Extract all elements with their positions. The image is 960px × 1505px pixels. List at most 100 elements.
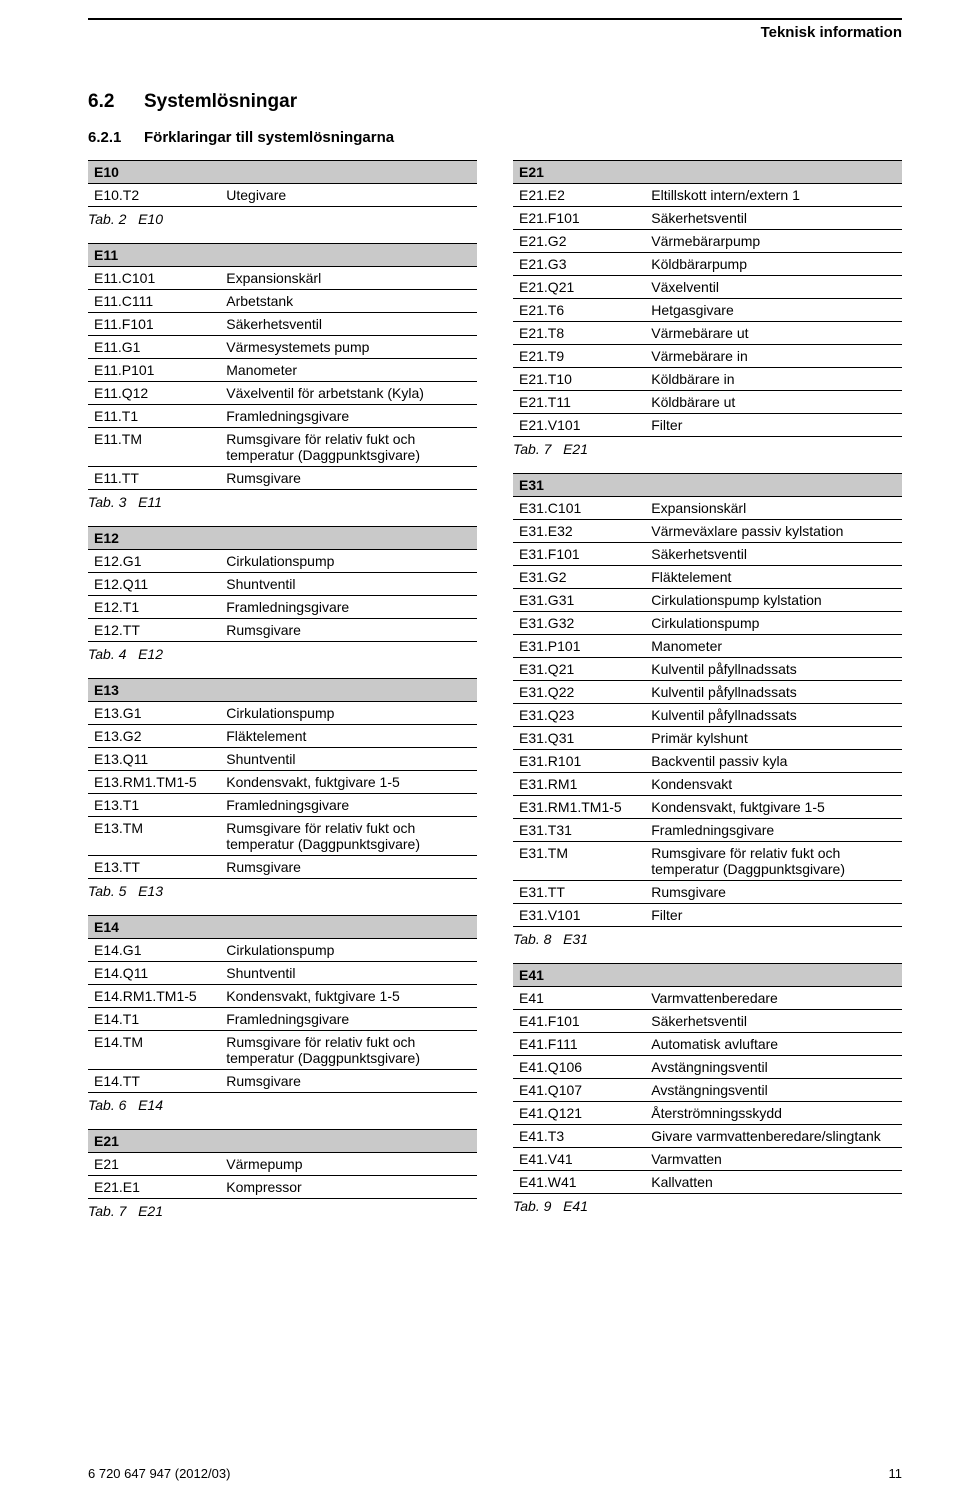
code-cell: E11.G1 bbox=[88, 336, 220, 359]
table-row: E31.TTRumsgivare bbox=[513, 881, 902, 904]
code-cell: E12.T1 bbox=[88, 596, 220, 619]
desc-cell: Säkerhetsventil bbox=[645, 1010, 902, 1033]
code-cell: E21.T10 bbox=[513, 368, 645, 391]
table-row: E31.Q21Kulventil påfyllnadssats bbox=[513, 658, 902, 681]
code-cell: E10.T2 bbox=[88, 184, 220, 207]
desc-cell: Växelventil för arbetstank (Kyla) bbox=[220, 382, 477, 405]
desc-cell: Cirkulationspump bbox=[220, 550, 477, 573]
code-cell: E41.Q121 bbox=[513, 1102, 645, 1125]
table-row: E13.G2Fläktelement bbox=[88, 725, 477, 748]
table-row: E21.F101Säkerhetsventil bbox=[513, 207, 902, 230]
table-header: E12 bbox=[88, 527, 477, 550]
desc-cell: Rumsgivare bbox=[220, 1070, 477, 1093]
table-header: E41 bbox=[513, 964, 902, 987]
desc-cell: Shuntventil bbox=[220, 962, 477, 985]
code-cell: E21.T8 bbox=[513, 322, 645, 345]
code-cell: E31.P101 bbox=[513, 635, 645, 658]
table-header: E21 bbox=[88, 1130, 477, 1153]
desc-cell: Framledningsgivare bbox=[220, 405, 477, 428]
table-row: E31.T31Framledningsgivare bbox=[513, 819, 902, 842]
left-column: E10E10.T2Utegivare Tab. 2 E10 E11E11.C101E… bbox=[88, 160, 477, 1235]
table-caption: Tab. 9 E41 bbox=[513, 1198, 902, 1214]
table-row: E31.Q22Kulventil påfyllnadssats bbox=[513, 681, 902, 704]
desc-cell: Rumsgivare för relativ fukt och temperat… bbox=[220, 1031, 477, 1070]
table-row: E41Varmvattenberedare bbox=[513, 987, 902, 1010]
definition-table: E11E11.C101ExpansionskärlE11.C111Arbetst… bbox=[88, 243, 477, 490]
table-row: E41.F111Automatisk avluftare bbox=[513, 1033, 902, 1056]
code-cell: E11.Q12 bbox=[88, 382, 220, 405]
code-cell: E11.TM bbox=[88, 428, 220, 467]
table-row: E21.T9Värmebärare in bbox=[513, 345, 902, 368]
table-row: E11.TTRumsgivare bbox=[88, 467, 477, 490]
desc-cell: Kulventil påfyllnadssats bbox=[645, 658, 902, 681]
table-row: E31.P101Manometer bbox=[513, 635, 902, 658]
table-caption: Tab. 3 E11 bbox=[88, 494, 477, 510]
desc-cell: Rumsgivare bbox=[645, 881, 902, 904]
table-caption: Tab. 4 E12 bbox=[88, 646, 477, 662]
desc-cell: Värmeväxlare passiv kylstation bbox=[645, 520, 902, 543]
definition-table: E31E31.C101ExpansionskärlE31.E32Värmeväx… bbox=[513, 473, 902, 927]
table-row: E21.G2Värmebärarpump bbox=[513, 230, 902, 253]
code-cell: E11.C111 bbox=[88, 290, 220, 313]
table-row: E11.C101Expansionskärl bbox=[88, 267, 477, 290]
desc-cell: Framledningsgivare bbox=[645, 819, 902, 842]
table-caption: Tab. 2 E10 bbox=[88, 211, 477, 227]
desc-cell: Manometer bbox=[220, 359, 477, 382]
table-row: E11.P101Manometer bbox=[88, 359, 477, 382]
definition-table: E10E10.T2Utegivare bbox=[88, 160, 477, 207]
table-row: E41.F101Säkerhetsventil bbox=[513, 1010, 902, 1033]
table-row: E31.G2Fläktelement bbox=[513, 566, 902, 589]
desc-cell: Hetgasgivare bbox=[645, 299, 902, 322]
table-row: E31.E32Värmeväxlare passiv kylstation bbox=[513, 520, 902, 543]
table-row: E21.T8Värmebärare ut bbox=[513, 322, 902, 345]
table-row: E11.T1Framledningsgivare bbox=[88, 405, 477, 428]
desc-cell: Fläktelement bbox=[645, 566, 902, 589]
code-cell: E31.TT bbox=[513, 881, 645, 904]
code-cell: E41 bbox=[513, 987, 645, 1010]
footer-left: 6 720 647 947 (2012/03) bbox=[88, 1466, 230, 1481]
table-row: E31.Q23Kulventil påfyllnadssats bbox=[513, 704, 902, 727]
desc-cell: Shuntventil bbox=[220, 748, 477, 771]
desc-cell: Framledningsgivare bbox=[220, 1008, 477, 1031]
table-row: E13.T1Framledningsgivare bbox=[88, 794, 477, 817]
code-cell: E11.F101 bbox=[88, 313, 220, 336]
code-cell: E14.TT bbox=[88, 1070, 220, 1093]
desc-cell: Rumsgivare för relativ fukt och temperat… bbox=[220, 428, 477, 467]
desc-cell: Avstängningsventil bbox=[645, 1079, 902, 1102]
code-cell: E13.RM1.TM1-5 bbox=[88, 771, 220, 794]
table-row: E21.E1Kompressor bbox=[88, 1176, 477, 1199]
desc-cell: Framledningsgivare bbox=[220, 794, 477, 817]
code-cell: E31.Q31 bbox=[513, 727, 645, 750]
table-row: E31.RM1.TM1-5Kondensvakt, fuktgivare 1-5 bbox=[513, 796, 902, 819]
code-cell: E41.F101 bbox=[513, 1010, 645, 1033]
table-row: E31.F101Säkerhetsventil bbox=[513, 543, 902, 566]
code-cell: E14.Q11 bbox=[88, 962, 220, 985]
code-cell: E13.TM bbox=[88, 817, 220, 856]
section-heading: 6.2Systemlösningar bbox=[88, 91, 902, 113]
desc-cell: Köldbärare ut bbox=[645, 391, 902, 414]
code-cell: E31.Q22 bbox=[513, 681, 645, 704]
code-cell: E21.T9 bbox=[513, 345, 645, 368]
desc-cell: Cirkulationspump kylstation bbox=[645, 589, 902, 612]
section-title: Systemlösningar bbox=[144, 91, 297, 112]
definition-table: E41E41VarmvattenberedareE41.F101Säkerhet… bbox=[513, 963, 902, 1194]
code-cell: E31.G2 bbox=[513, 566, 645, 589]
desc-cell: Shuntventil bbox=[220, 573, 477, 596]
code-cell: E41.F111 bbox=[513, 1033, 645, 1056]
code-cell: E21.V101 bbox=[513, 414, 645, 437]
table-row: E14.TTRumsgivare bbox=[88, 1070, 477, 1093]
code-cell: E31.F101 bbox=[513, 543, 645, 566]
table-caption: Tab. 8 E31 bbox=[513, 931, 902, 947]
code-cell: E12.Q11 bbox=[88, 573, 220, 596]
table-row: E12.Q11Shuntventil bbox=[88, 573, 477, 596]
table-row: E11.Q12Växelventil för arbetstank (Kyla) bbox=[88, 382, 477, 405]
code-cell: E31.Q21 bbox=[513, 658, 645, 681]
desc-cell: Rumsgivare bbox=[220, 856, 477, 879]
code-cell: E21.T6 bbox=[513, 299, 645, 322]
desc-cell: Avstängningsventil bbox=[645, 1056, 902, 1079]
table-row: E12.TTRumsgivare bbox=[88, 619, 477, 642]
desc-cell: Kondensvakt, fuktgivare 1-5 bbox=[645, 796, 902, 819]
code-cell: E14.RM1.TM1-5 bbox=[88, 985, 220, 1008]
code-cell: E11.T1 bbox=[88, 405, 220, 428]
code-cell: E41.V41 bbox=[513, 1148, 645, 1171]
